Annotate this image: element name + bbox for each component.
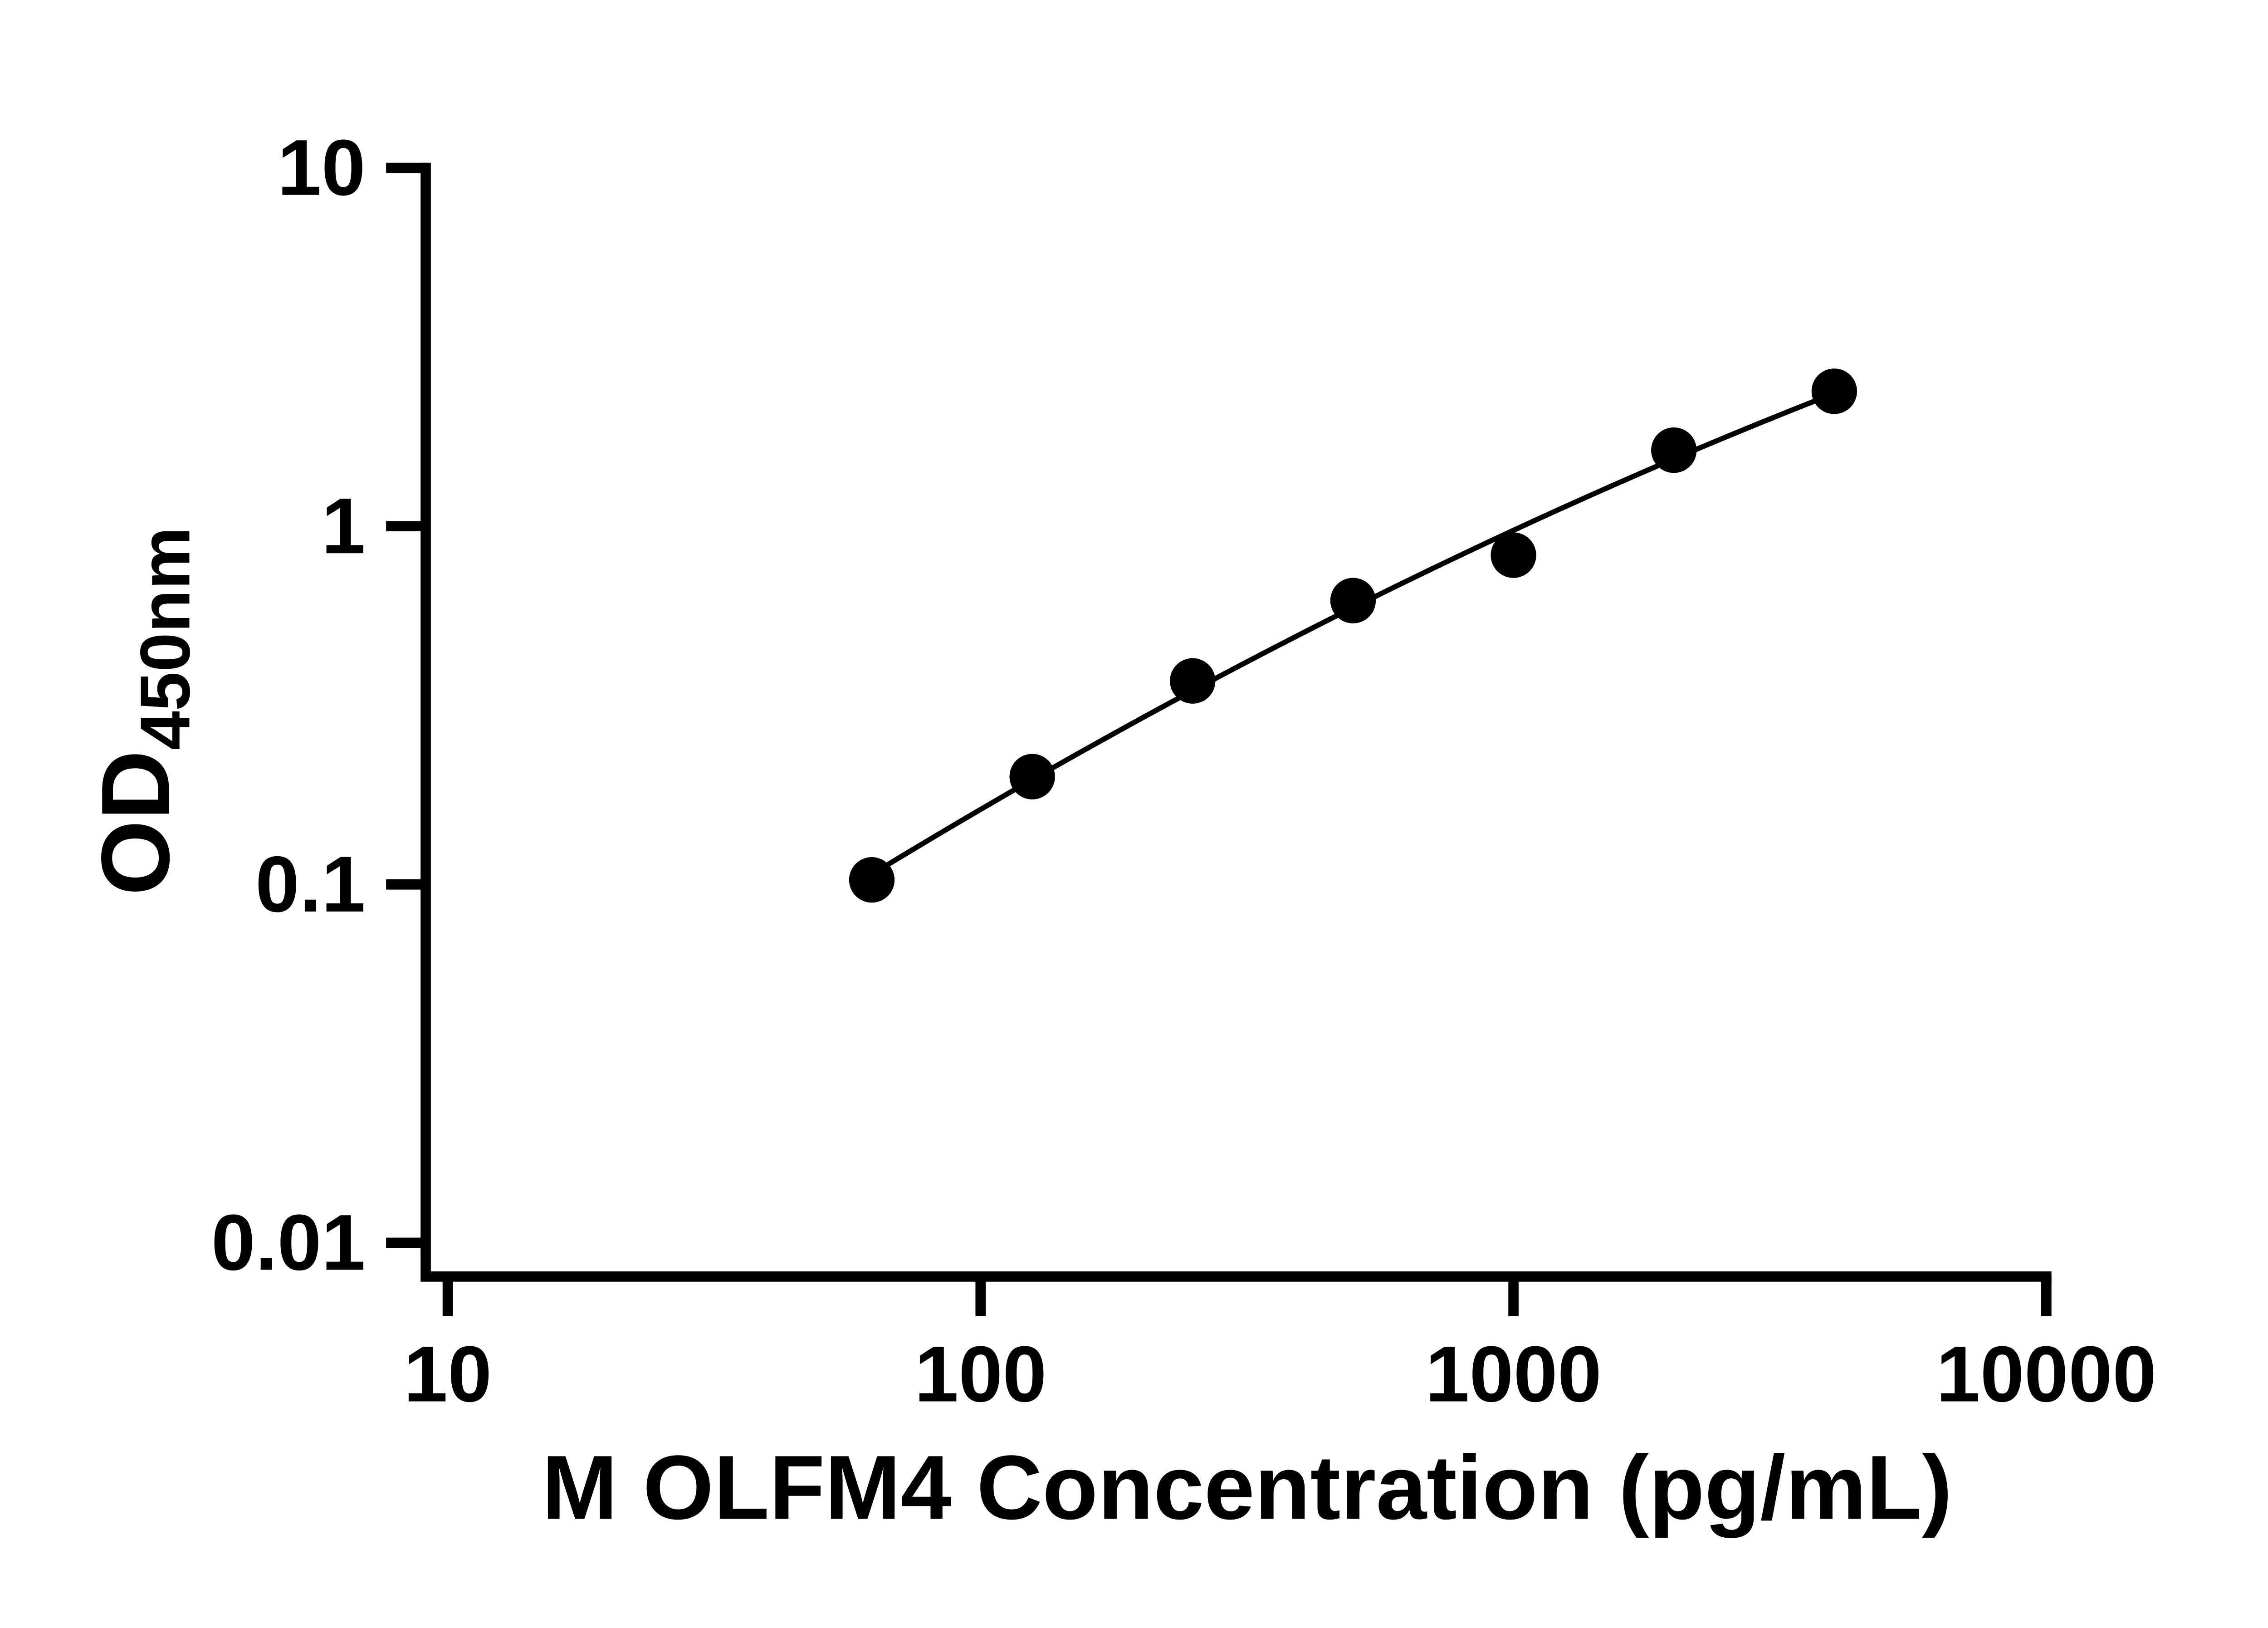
data-point (1009, 754, 1055, 799)
data-point (1651, 427, 1697, 473)
y-tick-label: 1 (322, 482, 366, 570)
data-point (1491, 532, 1536, 578)
data-point (849, 857, 895, 903)
x-tick-label: 10000 (1936, 1330, 2156, 1418)
data-point (1330, 578, 1376, 623)
x-axis-title: M OLFM4 Concentration (pg/mL) (542, 1436, 1952, 1538)
x-tick-label: 10 (404, 1330, 492, 1418)
y-tick-label: 0.01 (211, 1198, 366, 1287)
x-tick-label: 1000 (1425, 1330, 1602, 1418)
axes-line (420, 162, 2052, 1282)
y-tick-label: 0.1 (255, 840, 366, 929)
y-tick-label: 10 (277, 124, 365, 212)
data-point (1170, 658, 1216, 704)
x-tick-label: 100 (914, 1330, 1047, 1418)
y-axis-title: OD450nm (82, 527, 204, 896)
data-point (1811, 368, 1857, 414)
